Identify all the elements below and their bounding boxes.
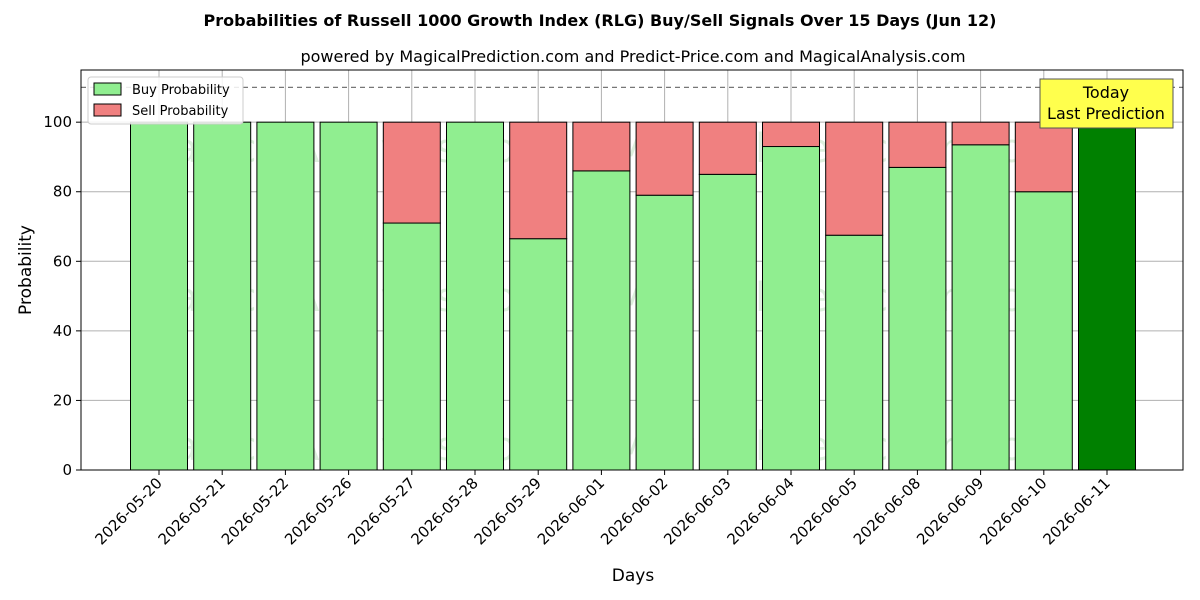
bar-buy xyxy=(130,121,188,471)
bar-sell xyxy=(1014,121,1073,193)
x-tick-label: 2026-06-01 xyxy=(534,474,608,548)
x-tick-label: 2026-06-05 xyxy=(787,474,861,548)
x-tick-label: 2026-06-11 xyxy=(1039,474,1113,548)
x-tick-label: 2026-05-22 xyxy=(218,474,292,548)
x-tick-label: 2026-05-21 xyxy=(155,474,229,548)
bar-buy xyxy=(382,222,441,471)
bar-buy xyxy=(951,144,1010,471)
bar-sell xyxy=(572,121,631,172)
bar-buy xyxy=(635,194,694,471)
bar-sell xyxy=(509,121,568,240)
annotation-box xyxy=(1039,78,1174,129)
x-tick-label: 2026-06-04 xyxy=(723,474,797,548)
bar-buy xyxy=(825,234,884,471)
legend-label-buy: Buy Probability xyxy=(132,83,230,98)
legend-label-sell: Sell Probability xyxy=(132,104,229,119)
x-tick-label: 2026-05-26 xyxy=(281,474,355,548)
y-tick-label: 100 xyxy=(43,113,72,131)
bar-sell xyxy=(382,121,441,224)
bar-sell xyxy=(762,121,820,148)
bar-buy xyxy=(762,146,820,471)
bar-buy xyxy=(572,170,631,471)
bar-buy xyxy=(888,166,947,471)
y-tick-label: 40 xyxy=(53,322,72,340)
chart-subtitle: powered by MagicalPrediction.com and Pre… xyxy=(300,47,965,66)
bar-buy xyxy=(193,121,252,471)
bar-sell xyxy=(698,121,757,175)
y-tick-label: 60 xyxy=(53,252,72,270)
y-axis: 0 20 40 60 80 100 xyxy=(43,113,81,479)
x-tick-label: 2026-06-02 xyxy=(597,474,671,548)
x-tick-label: 2026-06-08 xyxy=(850,474,924,548)
y-tick-label: 80 xyxy=(53,183,72,201)
y-axis-label: Probability xyxy=(16,225,36,315)
x-axis: 2026-05-202026-05-212026-05-222026-05-26… xyxy=(91,470,1114,548)
x-tick-label: 2026-05-20 xyxy=(91,474,165,548)
bar-buy xyxy=(509,238,568,471)
bar-sell xyxy=(951,121,1010,146)
bar-buy xyxy=(1014,191,1073,471)
bar-buy xyxy=(256,121,315,471)
today-annotation: Today Last Prediction xyxy=(1039,78,1174,129)
legend-swatch-buy xyxy=(93,82,122,96)
bar-buy xyxy=(698,173,757,471)
bar-sell xyxy=(888,121,947,168)
x-tick-label: 2026-06-10 xyxy=(976,474,1050,548)
bar-sell xyxy=(635,121,694,196)
legend-swatch-sell xyxy=(93,103,122,117)
legend: Buy Probability Sell Probability xyxy=(87,76,244,125)
x-tick-label: 2026-05-28 xyxy=(407,474,481,548)
bar-buy xyxy=(1078,121,1136,471)
legend-box xyxy=(87,76,244,125)
x-tick-label: 2026-06-09 xyxy=(913,474,987,548)
chart-title: Probabilities of Russell 1000 Growth Ind… xyxy=(204,11,997,30)
bar-buy xyxy=(319,121,378,471)
x-axis-label: Days xyxy=(612,566,655,586)
annotation-line-1: Today xyxy=(1082,83,1129,102)
x-tick-label: 2026-06-03 xyxy=(660,474,734,548)
y-tick-label: 20 xyxy=(53,391,72,409)
y-tick-label: 0 xyxy=(62,461,72,479)
annotation-line-2: Last Prediction xyxy=(1047,104,1165,123)
bar-buy xyxy=(446,121,504,471)
plot-frame xyxy=(80,69,1184,471)
x-tick-label: 2026-05-29 xyxy=(471,474,545,548)
bars-layer xyxy=(130,121,1136,471)
x-tick-label: 2026-05-27 xyxy=(344,474,418,548)
bar-sell xyxy=(825,121,884,236)
